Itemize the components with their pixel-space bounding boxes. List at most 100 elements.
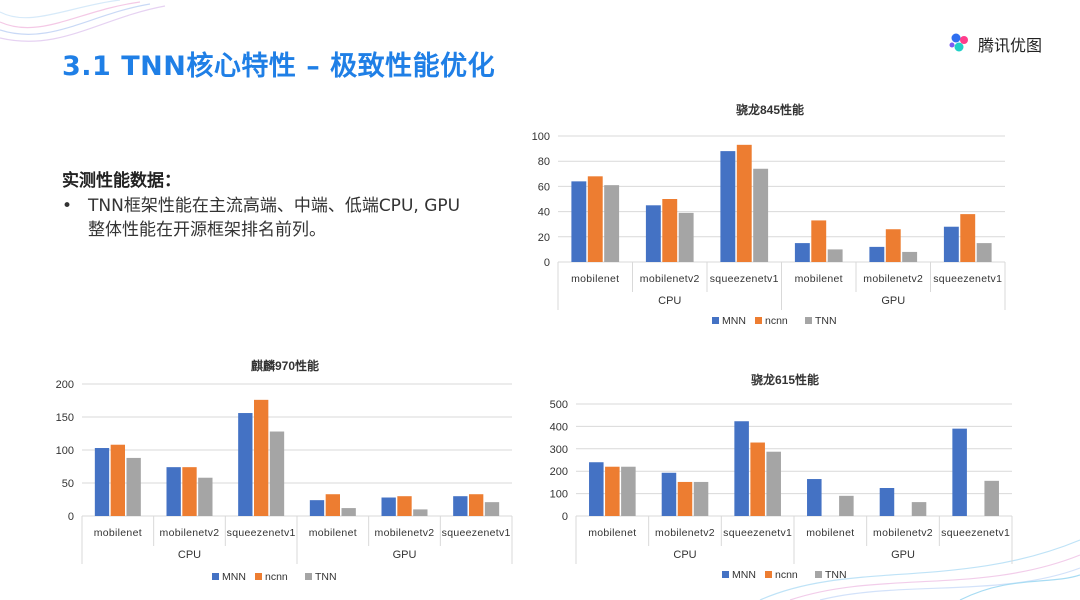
bar-tnn xyxy=(413,509,428,516)
y-tick-label: 0 xyxy=(68,511,74,523)
legend-swatch-ncnn xyxy=(765,571,772,578)
group-label: GPU xyxy=(891,549,915,561)
group-label: CPU xyxy=(178,549,201,561)
y-tick-label: 50 xyxy=(62,478,74,490)
section-heading: 实测性能数据： xyxy=(62,171,181,191)
bar-ncnn xyxy=(110,444,125,516)
bar-mnn xyxy=(794,243,810,262)
youtu-logo-icon xyxy=(949,33,968,52)
y-tick-label: 100 xyxy=(56,445,74,457)
y-tick-label: 200 xyxy=(550,466,568,478)
x-tick-label: mobilenet xyxy=(94,527,142,539)
x-tick-label: mobilenetv2 xyxy=(655,527,715,539)
bar-mnn xyxy=(645,205,661,262)
logo: 腾讯优图 xyxy=(948,32,1042,56)
kirin970-chart: 麒麟970性能 0 50 100 150 200 mobilenet mobilenetv2 s… xyxy=(56,358,513,583)
legend-label: TNN xyxy=(825,569,847,581)
x-tick-label: squeezenetv1 xyxy=(442,527,511,539)
bullet-marker: • xyxy=(62,196,73,216)
y-tick-label: 300 xyxy=(550,444,568,456)
bar-tnn xyxy=(766,451,781,516)
bar-tnn xyxy=(678,212,694,262)
bar-ncnn xyxy=(662,199,678,262)
legend-swatch-mnn xyxy=(722,571,729,578)
bar-ncnn xyxy=(469,494,484,516)
legend-label: ncnn xyxy=(775,569,798,581)
y-tick-label: 100 xyxy=(532,131,550,143)
bar-ncnn xyxy=(885,229,901,262)
bar-tnn xyxy=(198,477,213,516)
bar-ncnn xyxy=(605,466,620,516)
bar-tnn xyxy=(902,251,918,262)
legend-label: TNN xyxy=(315,571,337,583)
legend-label: ncnn xyxy=(765,315,788,327)
bar-mnn xyxy=(589,462,604,516)
legend-swatch-tnn xyxy=(805,317,812,324)
y-tick-label: 200 xyxy=(56,379,74,391)
bar-ncnn xyxy=(182,467,197,516)
bullet-item: • TNN框架性能在主流高端、中端、低端CPU, GPU整体性能在开源框架排名前… xyxy=(62,194,462,242)
bar-mnn xyxy=(661,472,677,516)
bar-mnn xyxy=(807,479,822,516)
legend-swatch-mnn xyxy=(712,317,719,324)
bullet-text: TNN框架性能在主流高端、中端、低端CPU, GPU整体性能在开源框架排名前列。 xyxy=(88,196,461,240)
bar-tnn xyxy=(839,495,854,516)
snapdragon615-chart: 骁龙615性能 0 100 200 300 400 500 mobilenet mobilene… xyxy=(550,372,1013,581)
legend-label: MNN xyxy=(222,571,246,583)
x-tick-label: mobilenetv2 xyxy=(873,527,933,539)
x-tick-label: squeezenetv1 xyxy=(710,273,779,285)
x-tick-label: mobilenet xyxy=(588,527,636,539)
bar-ncnn xyxy=(397,496,412,516)
legend-label: TNN xyxy=(815,315,837,327)
legend-swatch-mnn xyxy=(212,573,219,580)
snapdragon845-chart: 骁龙845性能 0 20 40 60 80 100 mobilenet mobilenetv2 s… xyxy=(532,102,1006,327)
legend-label: ncnn xyxy=(265,571,288,583)
x-tick-label: mobilenet xyxy=(806,527,854,539)
bar-tnn xyxy=(911,502,927,516)
bar-tnn xyxy=(827,249,843,262)
bar-tnn xyxy=(604,185,620,262)
bar-tnn xyxy=(341,508,356,516)
bar-mnn xyxy=(720,151,736,262)
chart-title: 麒麟970性能 xyxy=(251,358,319,373)
bar-ncnn xyxy=(587,176,603,262)
group-label: CPU xyxy=(658,295,681,307)
y-tick-label: 150 xyxy=(56,412,74,424)
x-tick-label: mobilenet xyxy=(795,273,843,285)
bar-ncnn xyxy=(325,494,340,516)
bar-tnn xyxy=(984,480,999,516)
logo-text: 腾讯优图 xyxy=(978,36,1043,55)
y-tick-label: 0 xyxy=(544,257,550,269)
legend-swatch-tnn xyxy=(815,571,822,578)
group-label: CPU xyxy=(673,549,696,561)
bar-mnn xyxy=(943,226,959,262)
bar-mnn xyxy=(869,246,885,262)
bar-tnn xyxy=(753,168,769,262)
x-tick-label: squeezenetv1 xyxy=(941,527,1010,539)
bar-tnn xyxy=(269,431,285,516)
legend-swatch-ncnn xyxy=(755,317,762,324)
x-tick-label: mobilenetv2 xyxy=(375,527,435,539)
bar-mnn xyxy=(734,421,749,516)
legend-swatch-ncnn xyxy=(255,573,262,580)
slide-title: 3.1 TNN核心特性 – 极致性能优化 xyxy=(62,51,496,82)
bar-tnn xyxy=(126,457,141,516)
legend-label: MNN xyxy=(732,569,756,581)
bar-ncnn xyxy=(811,220,827,262)
bar-mnn xyxy=(952,428,967,516)
bar-mnn xyxy=(166,467,181,516)
legend-swatch-tnn xyxy=(305,573,312,580)
x-tick-label: mobilenet xyxy=(309,527,357,539)
bar-mnn xyxy=(381,497,396,516)
y-tick-label: 20 xyxy=(538,232,550,244)
group-label: GPU xyxy=(881,295,905,307)
bar-mnn xyxy=(571,181,587,262)
y-tick-label: 80 xyxy=(538,156,550,168)
bar-mnn xyxy=(309,500,325,516)
bar-ncnn xyxy=(254,399,269,516)
x-tick-label: squeezenetv1 xyxy=(227,527,296,539)
bar-ncnn xyxy=(677,481,693,516)
y-tick-label: 60 xyxy=(538,181,550,193)
x-tick-label: mobilenetv2 xyxy=(863,273,923,285)
bar-mnn xyxy=(238,413,253,516)
